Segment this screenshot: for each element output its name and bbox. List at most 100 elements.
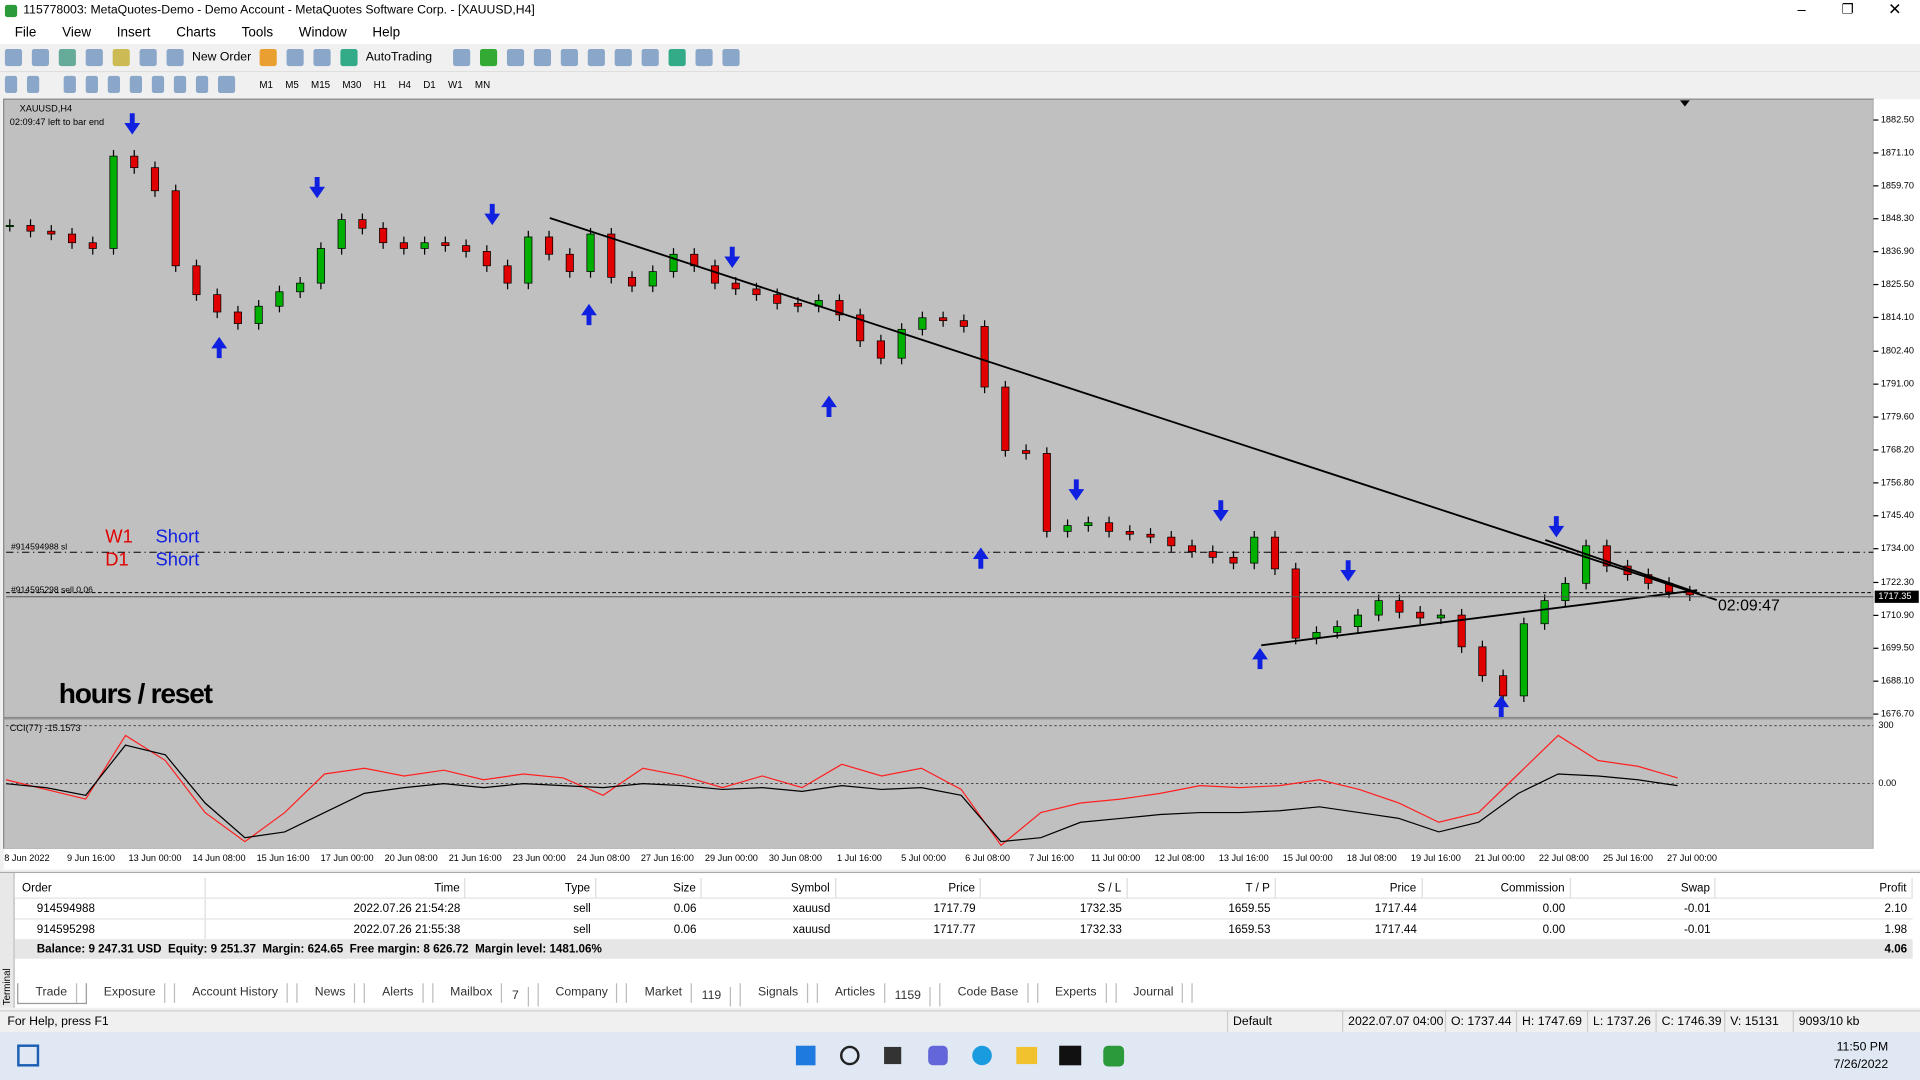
column-header[interactable]: Symbol: [701, 877, 836, 899]
terminal-tab[interactable]: Account History: [175, 983, 298, 1003]
explorer-app[interactable]: [1016, 1046, 1038, 1065]
column-header[interactable]: S / L: [980, 877, 1128, 899]
clock-time: 11:50 PM: [1836, 1040, 1889, 1055]
menu-item[interactable]: Tools: [241, 25, 274, 41]
x-tick-label: 20 Jun 08:00: [385, 853, 438, 863]
order-cell: 1732.33: [1079, 922, 1122, 937]
menu-item[interactable]: Charts: [176, 25, 216, 41]
new-order-button[interactable]: New Order: [191, 50, 252, 65]
annotation: Short: [156, 525, 200, 546]
column-header[interactable]: T / P: [1126, 877, 1276, 899]
timeframe-button[interactable]: M15: [311, 79, 331, 91]
order-row[interactable]: 914595298 2022.07.26 21:55:38 sell 0.06 xauu…: [14, 918, 1913, 940]
trendline: [1545, 539, 1698, 594]
status-field: 9093/10 kb: [1792, 1011, 1859, 1034]
column-header[interactable]: Time: [204, 877, 466, 899]
timeframe-button[interactable]: M1: [259, 79, 273, 91]
candle-body: [607, 233, 616, 278]
timeframe-button[interactable]: M30: [342, 79, 362, 91]
x-tick-label: 22 Jul 08:00: [1539, 853, 1589, 863]
candle-body: [482, 251, 491, 267]
close[interactable]: ✕: [1888, 0, 1902, 19]
order-cell: 0.00: [1542, 922, 1566, 937]
menu-item[interactable]: Window: [298, 25, 347, 41]
column-header[interactable]: Price: [1275, 877, 1423, 899]
terminal-tab[interactable]: Signals: [741, 983, 818, 1003]
search-button[interactable]: [840, 1045, 860, 1066]
column-header[interactable]: Size: [595, 877, 702, 899]
menu-item[interactable]: File: [14, 25, 37, 41]
y-tick-label: 1791.00: [1881, 379, 1914, 389]
terminal-tab[interactable]: Market 119: [628, 983, 741, 1007]
menu-item[interactable]: View: [62, 25, 92, 41]
candle-body: [1084, 522, 1093, 526]
terminal-tab[interactable]: Articles 1159: [818, 983, 941, 1007]
candle-body: [773, 294, 782, 304]
terminal-tab[interactable]: Mailbox 7: [433, 983, 539, 1007]
status-bar: For Help, press F1 Default 2022.07.07 04:0…: [0, 1010, 1920, 1034]
order-label: #914594988 sl: [11, 542, 67, 552]
order-cell: sell: [573, 922, 591, 937]
menu-item[interactable]: Insert: [116, 25, 151, 41]
time-axis: [3, 848, 1920, 870]
terminal-tab[interactable]: Trade: [17, 983, 87, 1005]
column-header[interactable]: Commission: [1421, 877, 1571, 899]
terminal-tab[interactable]: Code Base: [941, 983, 1038, 1003]
x-tick-label: 12 Jul 08:00: [1155, 853, 1205, 863]
y-tick-label: 1779.60: [1881, 411, 1914, 421]
timeframe-button[interactable]: H1: [373, 79, 387, 91]
y-tick-label: 1676.70: [1881, 709, 1914, 719]
start-button[interactable]: [795, 1045, 816, 1066]
terminal-tab[interactable]: Experts: [1038, 983, 1117, 1003]
order-cell: 0.06: [673, 922, 697, 937]
menu-item[interactable]: Help: [372, 25, 401, 41]
chat-app[interactable]: [928, 1045, 948, 1066]
symbol-label: XAUUSD,H4: [20, 103, 72, 113]
x-tick-label: 21 Jun 16:00: [449, 853, 502, 863]
candle-body: [897, 328, 906, 359]
y-tick-label: 1871.10: [1881, 147, 1914, 157]
terminal-tab[interactable]: Exposure: [87, 983, 176, 1003]
tab-label: Market: [636, 983, 692, 1003]
timeframe-button[interactable]: W1: [447, 79, 463, 91]
show-desktop[interactable]: [17, 1044, 40, 1067]
timeframe-button[interactable]: H4: [398, 79, 411, 91]
candle-body: [1291, 568, 1300, 639]
order-cell: 2022.07.26 21:55:38: [204, 918, 466, 940]
y-tick-label: 1825.50: [1881, 279, 1914, 289]
candle-body: [1105, 522, 1114, 532]
column-header[interactable]: Profit: [1715, 877, 1913, 899]
terminal-tab[interactable]: Company: [538, 983, 628, 1003]
autotrading-button[interactable]: AutoTrading: [365, 50, 433, 65]
terminal-tab[interactable]: News: [298, 983, 365, 1003]
column-header[interactable]: Swap: [1570, 877, 1717, 899]
terminal-tab[interactable]: Alerts: [365, 983, 434, 1003]
order-cell: xauusd: [792, 901, 831, 916]
y-tick-label: 1814.10: [1881, 312, 1914, 322]
column-header[interactable]: Type: [465, 877, 597, 899]
candle-body: [1478, 646, 1487, 677]
y-tick-label: 1802.40: [1881, 346, 1914, 356]
maximize[interactable]: ❐: [1841, 2, 1854, 18]
edge-app[interactable]: [972, 1045, 992, 1066]
timeframe-button[interactable]: MN: [474, 79, 491, 91]
status-field: V: 15131: [1724, 1011, 1779, 1034]
order-row[interactable]: 914594988 2022.07.26 21:54:28 sell 0.06 xauu…: [14, 898, 1913, 919]
candle-body: [1146, 533, 1155, 538]
candle-body: [213, 294, 222, 313]
terminal-tab[interactable]: Journal: [1116, 983, 1194, 1003]
column-header[interactable]: Price: [835, 877, 982, 899]
price-axis: [1873, 99, 1920, 849]
y-tick-label: 1734.00: [1881, 543, 1914, 553]
tab-label: Trade: [27, 983, 77, 1003]
timeframe-button[interactable]: M5: [285, 79, 299, 91]
task-view[interactable]: [884, 1046, 902, 1065]
x-tick-label: 14 Jun 08:00: [193, 853, 246, 863]
y-tick-label: 1836.90: [1881, 246, 1914, 256]
mt4-app[interactable]: [1103, 1045, 1125, 1067]
tradingview-app[interactable]: [1059, 1045, 1082, 1066]
column-header[interactable]: Order: [14, 877, 206, 899]
timeframe-button[interactable]: D1: [423, 79, 436, 91]
minimize[interactable]: –: [1797, 1, 1806, 19]
